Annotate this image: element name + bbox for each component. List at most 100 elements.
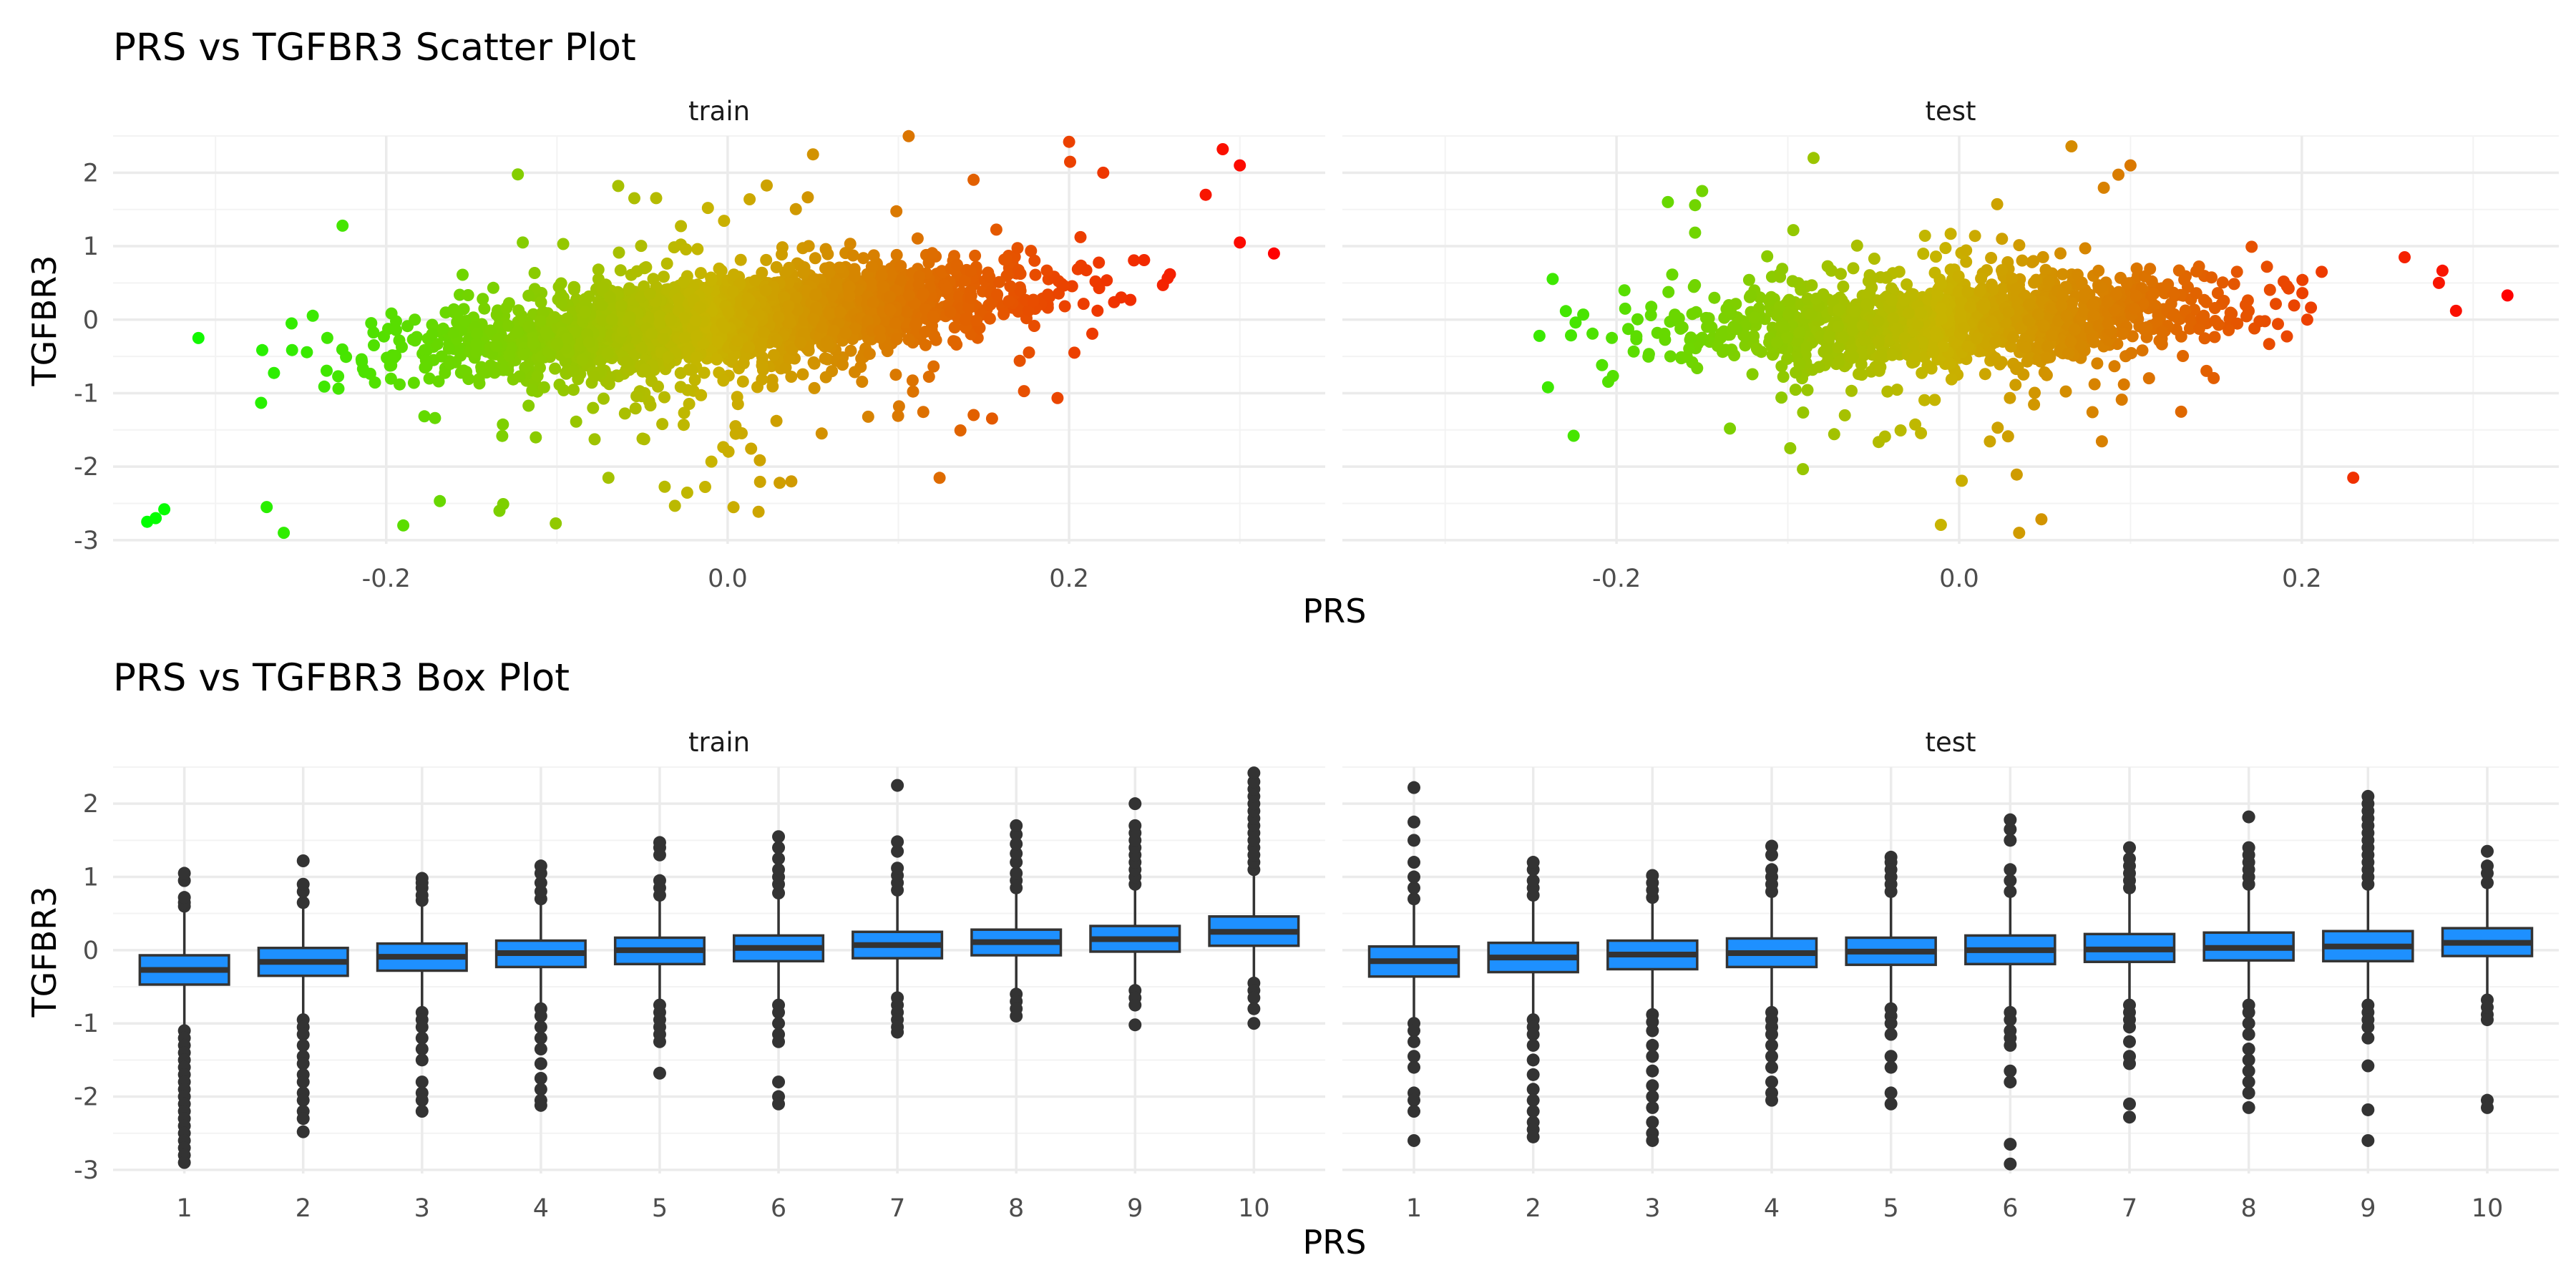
- scatter-point: [848, 263, 861, 275]
- scatter-point: [927, 360, 940, 373]
- scatter-point: [1835, 268, 1847, 280]
- box-outlier: [2361, 1059, 2375, 1073]
- scatter-point: [857, 252, 870, 265]
- x-tick-label: 2: [1526, 1194, 1541, 1223]
- box-panel-test: 1 2 3 4 5 6 7 8 9 10: [1342, 766, 2559, 1223]
- scatter-point: [2028, 398, 2041, 411]
- scatter-point: [2177, 350, 2190, 362]
- scatter-point: [1934, 519, 1947, 531]
- box-outlier: [415, 1093, 429, 1107]
- scatter-point: [660, 257, 673, 270]
- scatter-point: [595, 298, 608, 311]
- scatter-point: [2064, 335, 2077, 348]
- scatter-point: [911, 232, 924, 245]
- box-outlier: [653, 836, 666, 849]
- scatter-point: [1930, 330, 1943, 343]
- scatter-point: [1618, 284, 1631, 297]
- scatter-point: [657, 332, 670, 345]
- scatter-point: [798, 261, 811, 274]
- box-outlier: [415, 1043, 429, 1056]
- scatter-point: [2218, 295, 2230, 307]
- scatter-point: [1689, 279, 1702, 291]
- scatter-point: [722, 445, 735, 458]
- scatter-point: [761, 179, 773, 192]
- scatter-point: [630, 265, 643, 278]
- scatter-point: [1958, 322, 1971, 334]
- scatter-point: [1683, 342, 1696, 355]
- scatter-point: [757, 326, 770, 339]
- box-outlier: [1247, 766, 1261, 780]
- scatter-point: [2023, 298, 2036, 311]
- scatter-point: [2399, 251, 2411, 263]
- scatter-point: [862, 314, 874, 327]
- scatter-point: [2207, 371, 2220, 384]
- scatter-point: [983, 312, 996, 325]
- box-outlier: [1765, 1093, 1778, 1107]
- scatter-point: [1991, 421, 2004, 434]
- scatter-point: [881, 345, 894, 358]
- scatter-point: [1684, 331, 1697, 344]
- scatter-point: [2042, 275, 2055, 288]
- scatter-point: [561, 332, 574, 345]
- scatter-point: [1234, 236, 1246, 249]
- scatter-point: [1011, 242, 1024, 255]
- scatter-point: [1770, 309, 1783, 322]
- scatter-point: [839, 326, 852, 339]
- box-outlier: [1646, 1024, 1659, 1038]
- scatter-point: [1696, 185, 1709, 197]
- scatter-point: [629, 402, 642, 415]
- scatter-point: [678, 419, 690, 431]
- scatter-point: [2011, 361, 2024, 374]
- scatter-point: [816, 321, 829, 334]
- scatter-point: [597, 392, 610, 405]
- scatter-point: [884, 303, 897, 316]
- scatter-point: [406, 333, 419, 346]
- box-outlier: [296, 1093, 310, 1107]
- y-tick-label: -2: [74, 1083, 99, 1112]
- scatter-point: [890, 333, 903, 346]
- scatter-point: [809, 288, 822, 301]
- scatter-point: [1881, 385, 1894, 398]
- scatter-point: [1533, 329, 1546, 342]
- scatter-point: [992, 275, 1005, 288]
- scatter-point: [1838, 409, 1851, 421]
- scatter-point: [1689, 226, 1702, 239]
- scatter-point: [889, 317, 902, 330]
- scatter-point: [1918, 394, 1931, 406]
- scatter-point: [766, 380, 779, 393]
- scatter-point: [1908, 351, 1921, 364]
- scatter-point: [2263, 283, 2276, 296]
- scatter-point: [1850, 239, 1863, 252]
- scatter-point: [1004, 280, 1017, 293]
- box-outlier: [772, 1005, 786, 1019]
- scatter-point: [2040, 351, 2053, 364]
- scatter-point: [1989, 351, 2001, 364]
- scatter-point: [1961, 286, 1974, 298]
- scatter-point: [2190, 287, 2202, 300]
- box-outlier: [1884, 1060, 1898, 1074]
- scatter-point: [734, 253, 747, 266]
- scatter-point: [1848, 305, 1861, 318]
- scatter-point: [890, 248, 903, 261]
- box-outlier: [1526, 856, 1540, 869]
- scatter-point: [884, 291, 897, 303]
- scatter-point: [1996, 283, 2009, 296]
- scatter-point: [1855, 358, 1868, 371]
- scatter-point: [614, 264, 627, 277]
- scatter-point: [863, 348, 876, 360]
- scatter-point: [597, 314, 610, 327]
- box-outlier: [1407, 815, 1420, 829]
- scatter-point: [1014, 268, 1027, 280]
- scatter-point: [715, 264, 728, 277]
- scatter-point: [1866, 272, 1879, 284]
- box-outlier: [1526, 1083, 1540, 1096]
- box-outlier: [296, 896, 310, 909]
- scatter-point: [1805, 279, 1818, 292]
- scatter-point: [1080, 264, 1093, 277]
- scatter-point: [2223, 323, 2235, 336]
- scatter-point: [1800, 341, 1813, 353]
- scatter-point: [717, 374, 730, 387]
- scatter-point: [1619, 302, 1631, 315]
- scatter-point: [442, 342, 455, 355]
- scatter-point: [256, 343, 268, 356]
